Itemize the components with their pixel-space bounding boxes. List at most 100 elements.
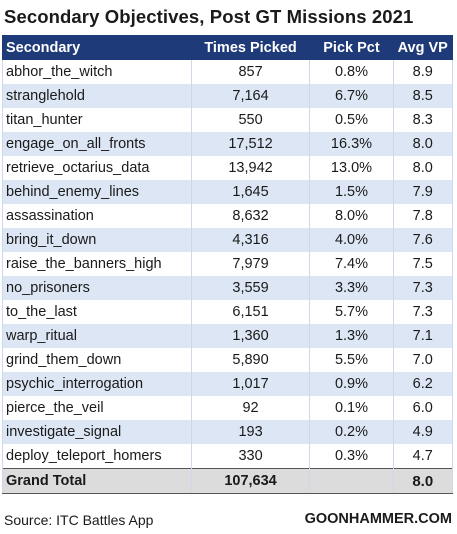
cell-secondary: warp_ritual (2, 324, 192, 348)
cell-avg-vp: 8.0 (392, 132, 453, 156)
cell-pick-pct: 0.2% (309, 420, 394, 444)
cell-times-picked: 7,979 (190, 252, 311, 276)
cell-times-picked: 550 (190, 108, 311, 132)
table-row: abhor_the_witch 857 0.8% 8.9 (2, 59, 453, 84)
cell-avg-vp: 8.0 (392, 156, 453, 180)
cell-secondary: raise_the_banners_high (2, 252, 192, 276)
cell-pick-pct: 3.3% (309, 276, 394, 300)
cell-pick-pct: 5.5% (309, 348, 394, 372)
table-row: titan_hunter 550 0.5% 8.3 (2, 108, 453, 132)
cell-pick-pct: 7.4% (309, 252, 394, 276)
cell-times-picked: 1,645 (190, 180, 311, 204)
cell-secondary: assassination (2, 204, 192, 228)
cell-avg-vp: 7.9 (392, 180, 453, 204)
cell-avg-vp: 4.9 (392, 420, 453, 444)
cell-avg-vp: 7.5 (392, 252, 453, 276)
cell-pick-pct: 4.0% (309, 228, 394, 252)
cell-pick-pct: 0.3% (309, 444, 394, 469)
cell-times-picked: 13,942 (190, 156, 311, 180)
table-row: psychic_interrogation 1,017 0.9% 6.2 (2, 372, 453, 396)
column-header-avg-vp[interactable]: Avg VP (392, 35, 453, 60)
cell-times-picked: 17,512 (190, 132, 311, 156)
cell-times-picked: 1,017 (190, 372, 311, 396)
page-title: Secondary Objectives, Post GT Missions 2… (4, 6, 414, 27)
table-row: bring_it_down 4,316 4.0% 7.6 (2, 228, 453, 252)
cell-pick-pct: 8.0% (309, 204, 394, 228)
cell-secondary: investigate_signal (2, 420, 192, 444)
grand-total-times-picked: 107,634 (190, 468, 311, 494)
cell-secondary: to_the_last (2, 300, 192, 324)
grand-total-avg-vp: 8.0 (392, 468, 453, 494)
cell-times-picked: 5,890 (190, 348, 311, 372)
cell-secondary: engage_on_all_fronts (2, 132, 192, 156)
column-header-times-picked[interactable]: Times Picked (190, 35, 311, 60)
cell-secondary: titan_hunter (2, 108, 192, 132)
column-header-secondary[interactable]: Secondary (2, 35, 192, 60)
cell-secondary: deploy_teleport_homers (2, 444, 192, 469)
table-row: raise_the_banners_high 7,979 7.4% 7.5 (2, 252, 453, 276)
cell-secondary: stranglehold (2, 84, 192, 108)
table-row: behind_enemy_lines 1,645 1.5% 7.9 (2, 180, 453, 204)
table-row: engage_on_all_fronts 17,512 16.3% 8.0 (2, 132, 453, 156)
cell-times-picked: 7,164 (190, 84, 311, 108)
cell-secondary: pierce_the_veil (2, 396, 192, 420)
cell-times-picked: 4,316 (190, 228, 311, 252)
objectives-table: Secondary Times Picked Pick Pct Avg VP a… (2, 35, 453, 494)
cell-avg-vp: 7.3 (392, 300, 453, 324)
cell-avg-vp: 7.0 (392, 348, 453, 372)
cell-avg-vp: 8.3 (392, 108, 453, 132)
source-note: Source: ITC Battles App (4, 512, 154, 528)
table-row: stranglehold 7,164 6.7% 8.5 (2, 84, 453, 108)
cell-pick-pct: 0.8% (309, 59, 394, 84)
table-row: investigate_signal 193 0.2% 4.9 (2, 420, 453, 444)
cell-avg-vp: 6.0 (392, 396, 453, 420)
cell-secondary: grind_them_down (2, 348, 192, 372)
cell-pick-pct: 0.9% (309, 372, 394, 396)
cell-avg-vp: 8.5 (392, 84, 453, 108)
cell-avg-vp: 6.2 (392, 372, 453, 396)
table-row: to_the_last 6,151 5.7% 7.3 (2, 300, 453, 324)
cell-pick-pct: 1.5% (309, 180, 394, 204)
cell-avg-vp: 8.9 (392, 59, 453, 84)
table-row: no_prisoners 3,559 3.3% 7.3 (2, 276, 453, 300)
cell-pick-pct: 0.1% (309, 396, 394, 420)
table-body: abhor_the_witch 857 0.8% 8.9 stranglehold 7,1… (2, 59, 453, 469)
cell-secondary: retrieve_octarius_data (2, 156, 192, 180)
brand-watermark: GOONHAMMER.COM (304, 511, 452, 527)
cell-pick-pct: 5.7% (309, 300, 394, 324)
cell-times-picked: 193 (190, 420, 311, 444)
cell-pick-pct: 16.3% (309, 132, 394, 156)
cell-secondary: no_prisoners (2, 276, 192, 300)
cell-times-picked: 6,151 (190, 300, 311, 324)
table-row: assassination 8,632 8.0% 7.8 (2, 204, 453, 228)
cell-times-picked: 330 (190, 444, 311, 469)
table-row: deploy_teleport_homers 330 0.3% 4.7 (2, 444, 453, 469)
cell-avg-vp: 7.6 (392, 228, 453, 252)
cell-pick-pct: 13.0% (309, 156, 394, 180)
cell-secondary: psychic_interrogation (2, 372, 192, 396)
cell-pick-pct: 1.3% (309, 324, 394, 348)
cell-times-picked: 92 (190, 396, 311, 420)
cell-times-picked: 1,360 (190, 324, 311, 348)
column-header-pick-pct[interactable]: Pick Pct (309, 35, 394, 60)
table-row: pierce_the_veil 92 0.1% 6.0 (2, 396, 453, 420)
cell-secondary: abhor_the_witch (2, 59, 192, 84)
cell-times-picked: 857 (190, 59, 311, 84)
grand-total-label: Grand Total (2, 468, 192, 494)
grand-total-pick-pct (309, 468, 394, 494)
table-row: grind_them_down 5,890 5.5% 7.0 (2, 348, 453, 372)
cell-secondary: behind_enemy_lines (2, 180, 192, 204)
cell-avg-vp: 7.1 (392, 324, 453, 348)
table-row: retrieve_octarius_data 13,942 13.0% 8.0 (2, 156, 453, 180)
cell-pick-pct: 0.5% (309, 108, 394, 132)
cell-avg-vp: 4.7 (392, 444, 453, 469)
cell-avg-vp: 7.8 (392, 204, 453, 228)
cell-times-picked: 8,632 (190, 204, 311, 228)
cell-times-picked: 3,559 (190, 276, 311, 300)
grand-total-row: Grand Total 107,634 8.0 (2, 468, 453, 494)
cell-avg-vp: 7.3 (392, 276, 453, 300)
table-row: warp_ritual 1,360 1.3% 7.1 (2, 324, 453, 348)
cell-pick-pct: 6.7% (309, 84, 394, 108)
table-header-row: Secondary Times Picked Pick Pct Avg VP (2, 35, 453, 60)
cell-secondary: bring_it_down (2, 228, 192, 252)
